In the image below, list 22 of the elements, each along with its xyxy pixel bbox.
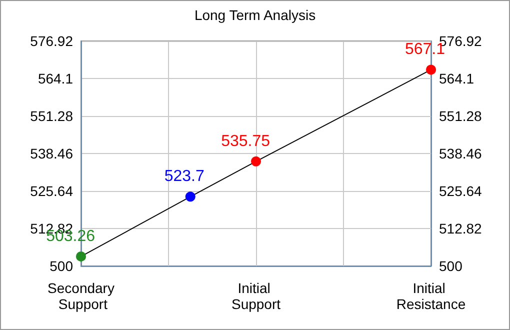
point	[251, 156, 261, 166]
chart-title: Long Term Analysis	[194, 7, 316, 23]
y2-tick-label: 538.46	[439, 146, 482, 162]
point	[76, 251, 86, 262]
x-tick-label: Secondary Support	[48, 280, 114, 312]
data-label: 535.75	[221, 132, 270, 150]
y2-tick-label: 500	[439, 258, 463, 274]
y2-tick-label: 551.28	[439, 108, 482, 124]
y2-tick-label: 525.64	[439, 183, 482, 199]
y-tick-label: 525.64	[30, 183, 74, 199]
point	[426, 64, 436, 75]
y-tick-label: 564.1	[38, 70, 74, 86]
data-label: 523.7	[164, 168, 204, 186]
x-tick-label: Initial Support	[231, 280, 281, 312]
x-tick-label: Initial Resistance	[396, 280, 466, 312]
y-tick-label: 500	[50, 258, 74, 274]
y2-tick-label: 512.82	[439, 220, 482, 236]
y-tick-label: 538.46	[30, 146, 74, 162]
y2-tick-label: 564.1	[439, 70, 474, 86]
point	[185, 192, 196, 202]
y-tick-label: 551.28	[30, 108, 74, 124]
y-tick-label: 576.92	[30, 33, 74, 49]
